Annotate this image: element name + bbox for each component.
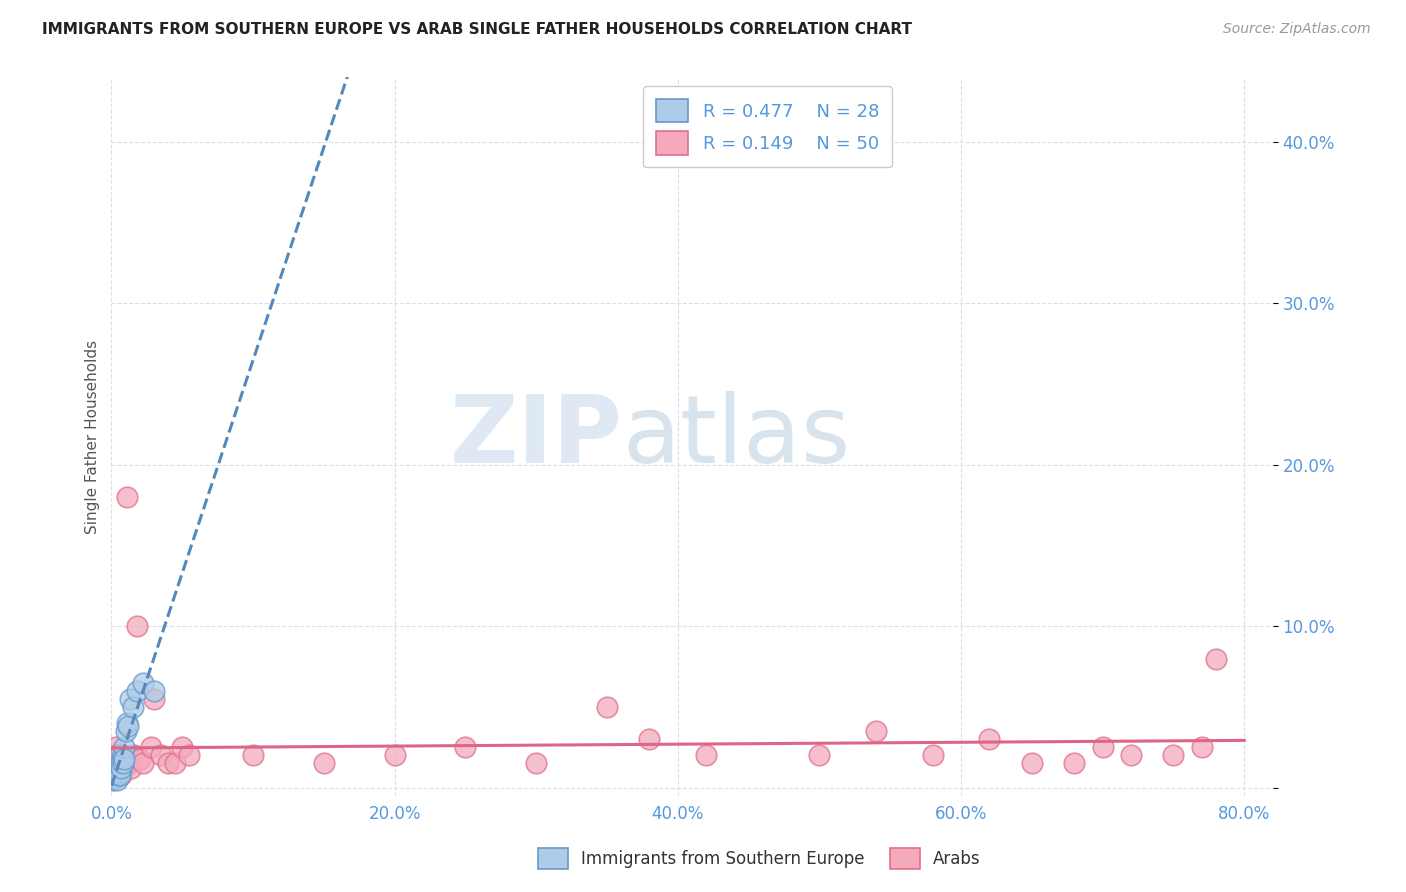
Point bbox=[107, 761, 129, 775]
Point bbox=[104, 768, 127, 782]
Point bbox=[128, 751, 150, 765]
Point bbox=[105, 772, 128, 787]
Point bbox=[107, 768, 129, 782]
Point bbox=[120, 761, 142, 775]
Point bbox=[105, 764, 128, 779]
Point bbox=[103, 771, 125, 785]
Text: atlas: atlas bbox=[623, 391, 851, 483]
Point bbox=[979, 732, 1001, 747]
Point bbox=[172, 740, 194, 755]
Text: Source: ZipAtlas.com: Source: ZipAtlas.com bbox=[1223, 22, 1371, 37]
Point bbox=[114, 724, 136, 739]
Point bbox=[104, 740, 127, 755]
Point bbox=[111, 756, 134, 771]
Point bbox=[695, 748, 717, 763]
Point bbox=[865, 724, 887, 739]
Point bbox=[101, 768, 124, 782]
Point bbox=[1163, 748, 1185, 763]
Point bbox=[111, 751, 134, 765]
Point bbox=[112, 740, 135, 755]
Point bbox=[108, 764, 131, 779]
Point bbox=[921, 748, 943, 763]
Y-axis label: Single Father Households: Single Father Households bbox=[86, 340, 100, 533]
Point bbox=[1063, 756, 1085, 771]
Point bbox=[104, 768, 127, 782]
Point bbox=[110, 756, 132, 771]
Point bbox=[596, 700, 619, 714]
Point bbox=[454, 740, 477, 755]
Point bbox=[1191, 740, 1213, 755]
Text: IMMIGRANTS FROM SOUTHERN EUROPE VS ARAB SINGLE FATHER HOUSEHOLDS CORRELATION CHA: IMMIGRANTS FROM SOUTHERN EUROPE VS ARAB … bbox=[42, 22, 912, 37]
Point bbox=[105, 756, 128, 771]
Point bbox=[118, 692, 141, 706]
Point bbox=[101, 756, 124, 771]
Point bbox=[139, 740, 162, 755]
Point bbox=[149, 748, 172, 763]
Point bbox=[104, 761, 127, 775]
Point bbox=[115, 716, 138, 731]
Legend: R = 0.477    N = 28, R = 0.149    N = 50: R = 0.477 N = 28, R = 0.149 N = 50 bbox=[644, 87, 891, 167]
Point bbox=[165, 756, 187, 771]
Point bbox=[524, 756, 547, 771]
Point bbox=[108, 756, 131, 771]
Point bbox=[107, 751, 129, 765]
Point bbox=[125, 619, 148, 633]
Point bbox=[105, 748, 128, 763]
Point bbox=[179, 748, 201, 763]
Point bbox=[1205, 651, 1227, 665]
Point bbox=[142, 692, 165, 706]
Point bbox=[131, 756, 153, 771]
Point bbox=[808, 748, 831, 763]
Point bbox=[103, 748, 125, 763]
Point bbox=[115, 490, 138, 504]
Point bbox=[117, 756, 139, 771]
Point bbox=[108, 761, 131, 775]
Point bbox=[131, 675, 153, 690]
Point bbox=[110, 761, 132, 775]
Point bbox=[242, 748, 264, 763]
Point bbox=[112, 751, 135, 765]
Point bbox=[122, 748, 145, 763]
Point bbox=[105, 756, 128, 771]
Point bbox=[125, 683, 148, 698]
Point bbox=[110, 756, 132, 771]
Text: ZIP: ZIP bbox=[450, 391, 623, 483]
Point bbox=[108, 748, 131, 763]
Point bbox=[1119, 748, 1142, 763]
Point bbox=[111, 748, 134, 763]
Point bbox=[103, 761, 125, 775]
Point bbox=[157, 756, 180, 771]
Point bbox=[112, 761, 135, 775]
Point bbox=[103, 764, 125, 779]
Point bbox=[101, 772, 124, 787]
Point bbox=[312, 756, 335, 771]
Point bbox=[1021, 756, 1043, 771]
Point bbox=[114, 756, 136, 771]
Point bbox=[121, 700, 143, 714]
Legend: Immigrants from Southern Europe, Arabs: Immigrants from Southern Europe, Arabs bbox=[527, 838, 991, 880]
Point bbox=[638, 732, 661, 747]
Point bbox=[117, 719, 139, 733]
Point bbox=[101, 764, 124, 779]
Point bbox=[1091, 740, 1114, 755]
Point bbox=[108, 768, 131, 782]
Point bbox=[142, 683, 165, 698]
Point bbox=[110, 768, 132, 782]
Point bbox=[384, 748, 406, 763]
Point bbox=[107, 764, 129, 779]
